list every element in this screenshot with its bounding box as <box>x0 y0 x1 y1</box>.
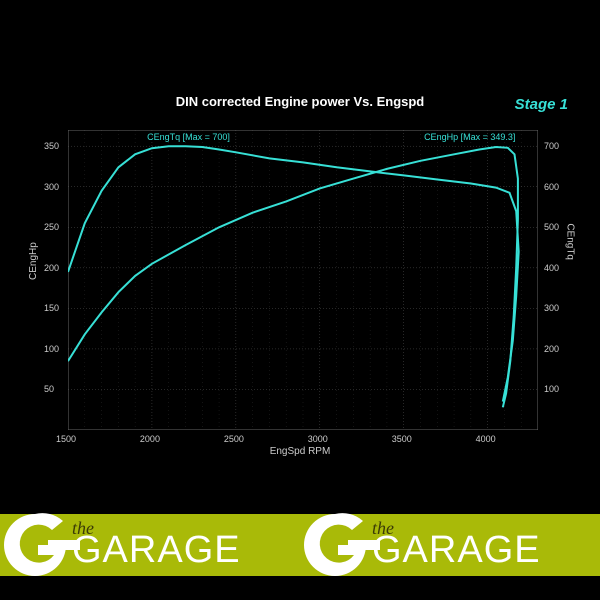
dyno-chart <box>68 130 538 430</box>
chart-title: DIN corrected Engine power Vs. Engspd <box>0 94 600 109</box>
logo-g-icon <box>300 514 370 576</box>
stage-label: Stage 1 <box>515 96 568 113</box>
x-tick: 3500 <box>392 434 412 444</box>
y-right-tick: 600 <box>544 182 559 192</box>
footer-logo-strip: the GARAGE the GARAGE <box>0 514 600 576</box>
logo-garage-text: GARAGE <box>72 533 241 567</box>
y-left-tick: 250 <box>44 222 59 232</box>
x-tick: 2500 <box>224 434 244 444</box>
x-tick: 3000 <box>308 434 328 444</box>
y-right-tick: 200 <box>544 344 559 354</box>
y-right-tick: 300 <box>544 303 559 313</box>
y-left-tick: 350 <box>44 141 59 151</box>
logo-block-1: the GARAGE <box>0 514 300 576</box>
x-axis-label: EngSpd RPM <box>0 446 600 457</box>
y-left-label: CEngHp <box>28 242 39 280</box>
y-right-tick: 700 <box>544 141 559 151</box>
logo-g-icon <box>0 514 70 576</box>
x-tick: 1500 <box>56 434 76 444</box>
logo-block-2: the GARAGE <box>300 514 600 576</box>
y-left-tick: 150 <box>44 303 59 313</box>
series-label-hp: CEngHp [Max = 349.3] <box>424 132 515 142</box>
y-right-tick: 100 <box>544 384 559 394</box>
y-right-label: CEngTq <box>565 223 576 260</box>
y-left-tick: 200 <box>44 263 59 273</box>
y-right-tick: 400 <box>544 263 559 273</box>
y-left-tick: 100 <box>44 344 59 354</box>
y-left-tick: 50 <box>44 384 54 394</box>
y-right-tick: 500 <box>544 222 559 232</box>
series-label-tq: CEngTq [Max = 700] <box>147 132 230 142</box>
logo-garage-text: GARAGE <box>372 533 541 567</box>
y-left-tick: 300 <box>44 182 59 192</box>
x-tick: 4000 <box>476 434 496 444</box>
x-tick: 2000 <box>140 434 160 444</box>
